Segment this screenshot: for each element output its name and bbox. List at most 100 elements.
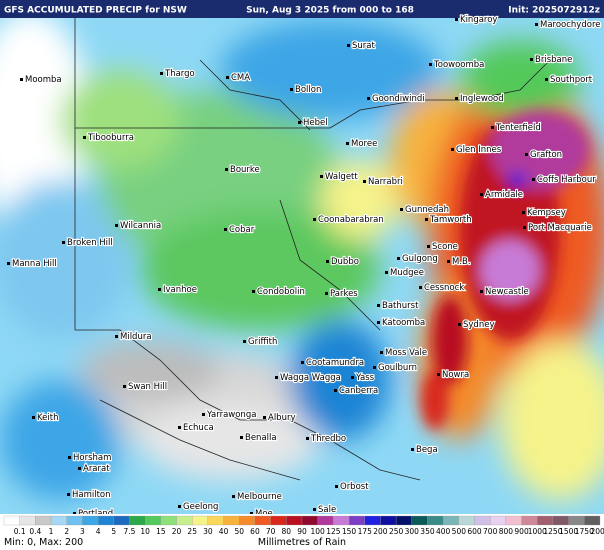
- legend-label: 200: [373, 527, 388, 536]
- town-label: Ararat: [83, 464, 110, 474]
- town-dot: [67, 493, 70, 496]
- legend-label: 350: [420, 527, 435, 536]
- legend-label: 300: [405, 527, 420, 536]
- town-label: Wilcannia: [120, 221, 161, 231]
- town-dot: [397, 257, 400, 260]
- legend-label: 50: [234, 527, 244, 536]
- legend-swatch: [443, 515, 459, 526]
- legend-swatch: [192, 515, 209, 526]
- legend-swatch: [286, 515, 303, 526]
- legend-swatch: [50, 515, 67, 526]
- town-dot: [523, 226, 526, 229]
- town-label: Hebel: [303, 118, 328, 128]
- town-label: Melbourne: [237, 492, 282, 502]
- town-dot: [545, 78, 548, 81]
- legend-label: 90: [297, 527, 307, 536]
- town-label: Hamilton: [72, 490, 111, 500]
- town-dot: [525, 153, 528, 156]
- legend-label: 500: [452, 527, 467, 536]
- town-label: Brisbane: [535, 55, 572, 65]
- town-dot: [313, 508, 316, 511]
- town-dot: [385, 271, 388, 274]
- legend-label: 7.5: [124, 527, 136, 536]
- legend-swatch: [160, 515, 177, 526]
- town-label: Cootamundra: [306, 358, 364, 368]
- town-label: Bollon: [295, 85, 321, 95]
- town-dot: [427, 245, 430, 248]
- town-label: Horsham: [73, 453, 111, 463]
- legend-label: 0.4: [29, 527, 41, 536]
- town-dot: [377, 304, 380, 307]
- town-dot: [123, 385, 126, 388]
- legend-swatch: [207, 515, 224, 526]
- town-label: Benalla: [245, 433, 277, 443]
- legend-swatch: [364, 515, 381, 526]
- legend-label: 175: [358, 527, 373, 536]
- legend-swatch: [35, 515, 52, 526]
- town-dot: [334, 389, 337, 392]
- header-init: Init: 2025072912z: [508, 6, 600, 16]
- min-max: Min: 0, Max: 200: [4, 537, 83, 548]
- town-dot: [160, 72, 163, 75]
- town-label: Surat: [352, 41, 375, 51]
- town-label: Inglewood: [460, 94, 504, 104]
- town-label: Gunnedah: [405, 205, 449, 215]
- town-dot: [425, 218, 428, 221]
- legend-swatch: [348, 515, 365, 526]
- town-dot: [346, 142, 349, 145]
- legend: 0.1 0.4 1 2 3 4 5 7.5 10 15 20 25 30 40 50 60 70 80 90 100 1…: [3, 515, 604, 536]
- town-dot: [115, 335, 118, 338]
- legend-label: 100: [311, 527, 326, 536]
- legend-swatch: [3, 515, 20, 526]
- town-dot: [313, 218, 316, 221]
- town-label: Condobolin: [257, 287, 305, 297]
- legend-swatch: [113, 515, 130, 526]
- town-label: Parkes: [330, 289, 358, 299]
- town-label: CMA: [231, 73, 250, 83]
- town-label: Glen Innes: [456, 145, 502, 155]
- town-dot: [480, 193, 483, 196]
- town-dot: [226, 76, 229, 79]
- town-label: Griffith: [248, 337, 277, 347]
- legend-swatch: [254, 515, 271, 526]
- town-label: Maroochydore: [540, 20, 600, 30]
- town-label: Narrabri: [368, 177, 403, 187]
- legend-label: 400: [436, 527, 451, 536]
- town-dot: [480, 290, 483, 293]
- legend-swatch: [380, 515, 397, 526]
- town-label: Goondiwindi: [372, 94, 425, 104]
- town-dot: [351, 376, 354, 379]
- legend-label: 10: [140, 527, 150, 536]
- town-label: Katoomba: [382, 318, 425, 328]
- town-label: Mildura: [120, 332, 152, 342]
- town-dot: [363, 180, 366, 183]
- units: Millimetres of Rain: [258, 537, 346, 548]
- town-label: Geelong: [183, 502, 218, 512]
- legend-label: 1750: [575, 527, 594, 536]
- legend-swatch: [474, 515, 491, 526]
- town-label: Canberra: [339, 386, 378, 396]
- town-label: Wagga Wagga: [280, 373, 341, 383]
- legend-label: 1250: [543, 527, 562, 536]
- legend-swatch: [145, 515, 161, 526]
- town-label: Bega: [416, 445, 438, 455]
- legend-label: 2: [64, 527, 69, 536]
- legend-swatch: [552, 515, 569, 526]
- town-dot: [232, 495, 235, 498]
- town-label: Tenterfield: [495, 123, 541, 133]
- town-label: Bathurst: [382, 301, 419, 311]
- town-dot: [447, 260, 450, 263]
- town-dot: [451, 148, 454, 151]
- town-dot: [158, 288, 161, 291]
- legend-swatch: [521, 515, 538, 526]
- legend-swatch: [270, 515, 287, 526]
- town-dot: [377, 321, 380, 324]
- legend-label: 5: [111, 527, 116, 536]
- legend-swatch: [176, 515, 193, 526]
- boundaries: [74, 18, 551, 481]
- town-dot: [178, 505, 181, 508]
- town-dot: [7, 262, 10, 265]
- legend-swatch: [427, 515, 444, 526]
- town-dot: [178, 426, 181, 429]
- town-label: Manna Hill: [12, 259, 57, 269]
